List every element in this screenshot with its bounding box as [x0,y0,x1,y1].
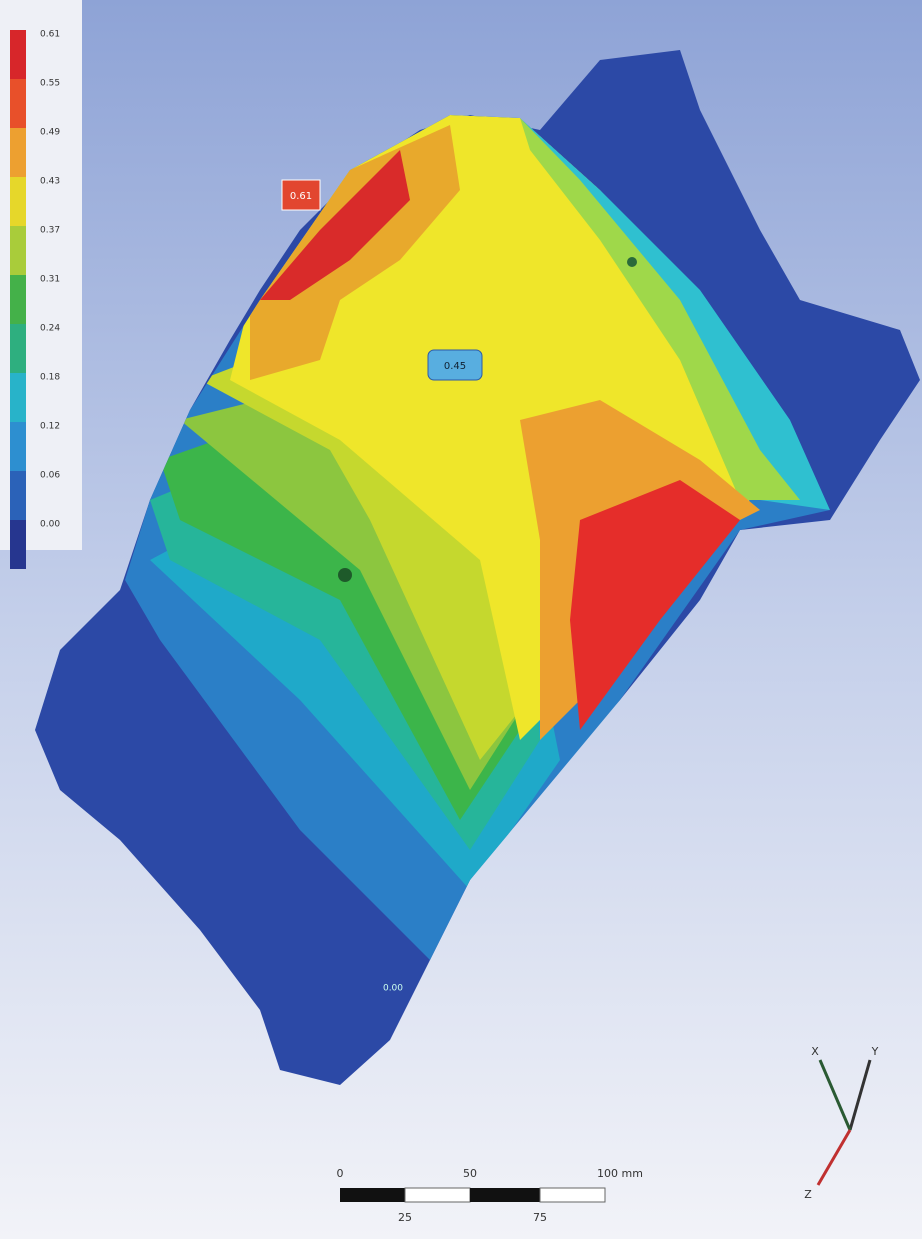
scale-bar [340,1187,606,1203]
max-tag: 0.61 [290,191,312,202]
legend-label: 0.31 [40,275,60,285]
axis-label: Z [804,1188,812,1201]
legend-swatch [10,177,26,226]
max-tag-box [281,179,321,211]
scale-label: 50 [463,1167,477,1180]
legend-label: 0.24 [40,324,60,334]
legend-swatch [10,422,26,471]
legend-label: 0.49 [40,128,60,138]
legend-label: 0.12 [40,422,60,432]
legend-swatch [10,520,26,569]
legend-swatch [10,471,26,520]
legend-label: 0.43 [40,177,60,187]
legend-swatch [10,324,26,373]
legend-swatch [10,226,26,275]
axis-label: X [811,1045,819,1058]
probe-point [338,568,352,582]
legend-label: 0.06 [40,471,60,481]
triad-labels: Y X Z [804,1045,878,1201]
scale-labels: 0 50 100 mm 25 75 [337,1167,643,1224]
scale-label: 25 [398,1211,412,1224]
axis-label: Y [871,1045,879,1058]
legend-swatch [10,30,26,79]
scale-label: 0 [337,1167,344,1180]
legend-label: 0.00 [40,520,60,530]
legend-label: 0.55 [40,79,60,89]
legend-label: 0.61 [40,30,60,40]
probe-tag: 0.45 [444,361,466,372]
triad [816,1059,872,1186]
min-tag: 0.00 [383,984,403,994]
legend-swatch [10,128,26,177]
probe-point [627,257,637,267]
legend-swatch [10,373,26,422]
legend: 0.61 0.55 0.49 0.43 0.37 0.31 0.24 0.18 0.12 0.06… [10,30,60,569]
legend-swatch [10,79,26,128]
probe-tag-box [427,349,483,381]
legend-swatch [10,275,26,324]
legend-label: 0.37 [40,226,60,236]
scale-label: 75 [533,1211,547,1224]
scale-label: 100 mm [597,1167,643,1180]
legend-label: 0.18 [40,373,60,383]
